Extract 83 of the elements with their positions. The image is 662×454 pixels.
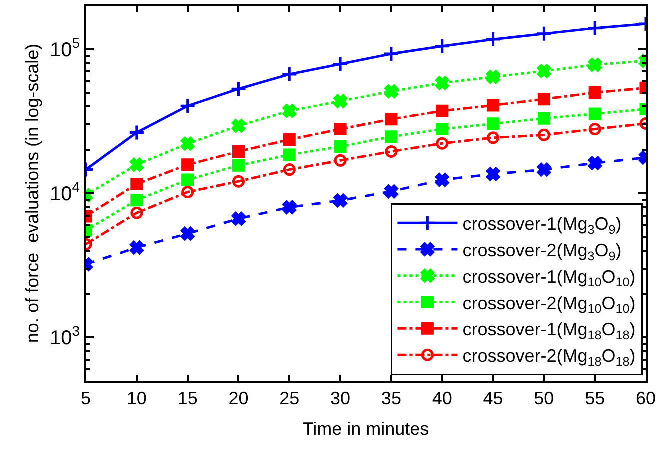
- point: [282, 104, 297, 118]
- point: [586, 20, 604, 37]
- point: [232, 119, 246, 133]
- legend-label: crossover-1(Mg$_{18}$O$_{18}$): [462, 320, 636, 342]
- point: [487, 118, 500, 130]
- point: [232, 159, 245, 172]
- point: [383, 46, 400, 62]
- point: [486, 70, 500, 84]
- point: [282, 200, 297, 214]
- point: [384, 184, 398, 199]
- point: [283, 148, 296, 162]
- point: [588, 58, 602, 72]
- point: [485, 31, 502, 48]
- x-tick-label: 15: [178, 388, 198, 409]
- y-tick-label: 10$^{4}$: [50, 179, 80, 206]
- point: [385, 113, 398, 126]
- x-tick-label: 25: [280, 388, 300, 409]
- legend-label: crossover-1(Mg$_{10}$O$_{10}$): [462, 266, 636, 290]
- point: [182, 186, 194, 199]
- point: [232, 145, 245, 158]
- y-tick-label: 10$^{3}$: [50, 323, 80, 350]
- x-tick-label: 5: [80, 388, 92, 409]
- x-tick-label: 40: [432, 388, 452, 409]
- point: [182, 174, 194, 186]
- point: [130, 158, 144, 172]
- point: [281, 66, 298, 83]
- point: [434, 38, 451, 55]
- point: [487, 132, 500, 144]
- point: [487, 99, 500, 112]
- point: [180, 226, 195, 241]
- point: [283, 134, 296, 146]
- x-tick-label: 10: [126, 388, 147, 409]
- point: [436, 137, 449, 150]
- point: [334, 154, 347, 167]
- x-tick-label: 35: [381, 388, 402, 409]
- point: [435, 173, 450, 187]
- point: [588, 108, 602, 120]
- y-axis-title: no. of force evaluations (in log-scale): [22, 44, 43, 344]
- point: [334, 194, 348, 208]
- point: [182, 158, 194, 172]
- point: [128, 124, 146, 141]
- point: [283, 164, 296, 176]
- x-tick-label: 30: [330, 388, 351, 409]
- x-axis-title: Time in minutes: [302, 419, 430, 440]
- point: [385, 130, 398, 144]
- x-tick-label: 55: [585, 388, 606, 409]
- x-tick-label: 60: [636, 388, 656, 409]
- point: [332, 56, 349, 72]
- legend-label: crossover-1(Mg$_{3}$O$_{9}$): [462, 214, 622, 237]
- point: [538, 128, 550, 142]
- point: [436, 123, 449, 136]
- point: [334, 140, 347, 154]
- point: [334, 94, 348, 108]
- point: [538, 93, 550, 106]
- legend-label: crossover-2(Mg$_{3}$O$_{9}$): [462, 240, 622, 264]
- x-tick-label: 50: [534, 388, 554, 409]
- point: [435, 76, 450, 90]
- x-tick-label: 45: [483, 388, 504, 409]
- point: [130, 240, 144, 255]
- point: [130, 178, 144, 190]
- point: [180, 98, 196, 114]
- point: [232, 175, 245, 188]
- point: [536, 26, 552, 42]
- legend-label: crossover-2(Mg$_{18}$O$_{18}$): [462, 346, 636, 369]
- point: [538, 112, 550, 125]
- point: [334, 123, 347, 136]
- point: [588, 123, 602, 136]
- point: [384, 84, 398, 98]
- point: [130, 206, 144, 220]
- point: [230, 80, 247, 98]
- point: [130, 194, 144, 207]
- point: [537, 64, 552, 78]
- point: [232, 212, 246, 226]
- point: [486, 167, 500, 182]
- legend-label: crossover-2(Mg$_{10}$O$_{10}$): [462, 293, 636, 316]
- point: [588, 156, 602, 170]
- point: [537, 162, 552, 177]
- point: [385, 145, 398, 158]
- x-tick-label: 20: [228, 388, 249, 409]
- y-tick-label: 10$^{5}$: [50, 34, 80, 62]
- point: [436, 104, 449, 118]
- point: [180, 136, 195, 151]
- point: [588, 86, 602, 100]
